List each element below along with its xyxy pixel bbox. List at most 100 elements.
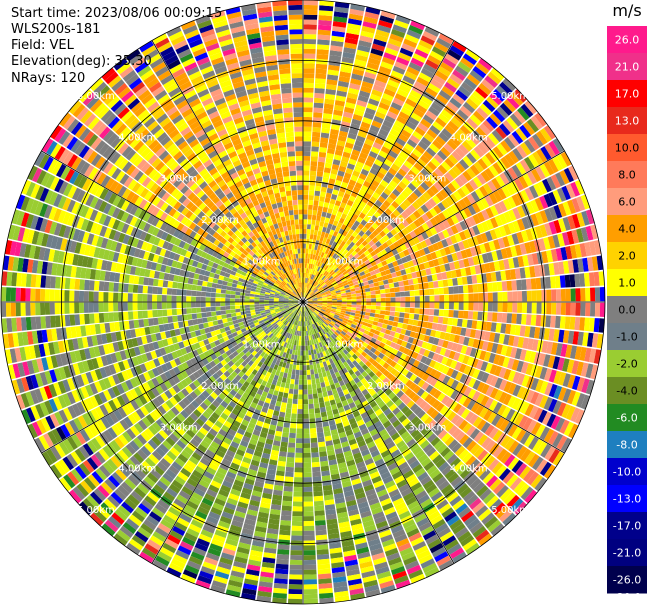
velocity-gate — [365, 589, 381, 598]
velocity-gate — [291, 413, 297, 419]
velocity-gate — [378, 150, 388, 159]
velocity-gate — [533, 407, 543, 421]
velocity-gate — [365, 326, 372, 332]
velocity-gate — [290, 423, 297, 429]
velocity-gate — [377, 276, 383, 282]
velocity-gate — [317, 205, 323, 212]
velocity-gate — [313, 349, 317, 355]
velocity-gate — [276, 558, 289, 565]
velocity-gate — [445, 237, 453, 246]
velocity-gate — [417, 471, 429, 482]
velocity-gate — [328, 203, 335, 210]
velocity-gate — [432, 195, 441, 205]
velocity-gate — [534, 112, 547, 127]
velocity-gate — [379, 392, 388, 401]
velocity-gate — [322, 322, 327, 328]
velocity-gate — [392, 570, 407, 580]
velocity-gate — [289, 574, 303, 580]
velocity-gate — [401, 385, 409, 393]
velocity-gate — [339, 314, 345, 318]
velocity-gate — [366, 344, 373, 351]
velocity-gate — [351, 202, 359, 210]
velocity-gate — [316, 422, 323, 428]
velocity-gate — [320, 382, 326, 388]
velocity-gate — [413, 108, 425, 118]
velocity-gate — [336, 507, 347, 514]
velocity-gate — [390, 220, 398, 229]
velocity-gate — [524, 266, 531, 278]
velocity-gate — [511, 130, 524, 144]
velocity-gate — [357, 348, 364, 354]
velocity-gate — [276, 470, 285, 477]
velocity-gate — [316, 554, 330, 560]
velocity-gate — [304, 311, 306, 317]
velocity-gate — [345, 188, 353, 196]
velocity-gate — [396, 115, 408, 125]
velocity-gate — [354, 209, 362, 217]
velocity-gate — [396, 457, 406, 467]
velocity-gate — [579, 317, 586, 331]
velocity-gate — [435, 135, 446, 146]
velocity-gate — [304, 311, 306, 317]
velocity-gate — [406, 324, 413, 331]
velocity-gate — [305, 272, 308, 278]
velocity-gate — [351, 304, 357, 308]
velocity-gate — [390, 432, 400, 441]
velocity-gate — [413, 385, 421, 394]
velocity-gate — [310, 292, 315, 297]
velocity-gate — [523, 468, 536, 483]
velocity-gate — [459, 105, 472, 117]
velocity-gate — [349, 326, 355, 332]
velocity-gate — [437, 338, 445, 347]
velocity-gate — [576, 361, 584, 376]
velocity-gate — [476, 234, 484, 245]
velocity-gate — [382, 119, 394, 129]
velocity-gate — [323, 108, 333, 115]
velocity-gate — [388, 445, 399, 454]
velocity-gate — [448, 294, 454, 302]
velocity-gate — [308, 195, 314, 201]
velocity-gate — [450, 379, 459, 390]
velocity-gate — [492, 502, 506, 516]
velocity-gate — [507, 457, 520, 471]
velocity-gate — [535, 130, 548, 145]
velocity-gate — [381, 260, 388, 267]
velocity-gate — [310, 269, 314, 275]
velocity-gate — [544, 368, 553, 382]
velocity-gate — [589, 348, 597, 363]
velocity-gate — [448, 425, 458, 436]
velocity-gate — [507, 133, 520, 147]
velocity-gate — [516, 205, 526, 218]
velocity-gate — [524, 139, 536, 153]
velocity-gate — [360, 311, 366, 315]
velocity-gate — [412, 148, 423, 158]
velocity-gate — [410, 20, 426, 31]
velocity-gate — [390, 70, 404, 80]
velocity-gate — [369, 543, 383, 552]
velocity-gate — [509, 113, 523, 127]
velocity-gate — [505, 247, 513, 258]
velocity-gate — [378, 128, 389, 137]
velocity-gate — [486, 116, 498, 129]
velocity-gate — [403, 262, 410, 269]
velocity-gate — [376, 462, 387, 471]
velocity-gate — [303, 472, 312, 478]
velocity-gate — [383, 319, 389, 325]
velocity-gate — [358, 237, 365, 244]
velocity-gate — [405, 233, 413, 241]
velocity-gate — [567, 260, 575, 274]
velocity-gate — [326, 293, 332, 296]
velocity-gate — [389, 383, 397, 392]
velocity-gate — [472, 390, 481, 402]
velocity-gate — [527, 338, 534, 350]
velocity-gate — [303, 365, 307, 371]
velocity-gate — [311, 136, 320, 143]
velocity-gate — [503, 211, 512, 223]
velocity-gate — [309, 340, 312, 346]
velocity-gate — [552, 234, 561, 248]
velocity-gate — [356, 333, 362, 339]
velocity-gate — [287, 447, 295, 453]
velocity-gate — [392, 387, 401, 395]
velocity-gate — [410, 403, 419, 412]
